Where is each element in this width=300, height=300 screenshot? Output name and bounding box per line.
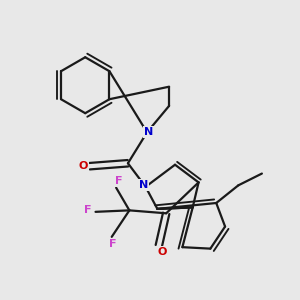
Text: O: O: [157, 247, 167, 257]
Text: F: F: [109, 239, 116, 249]
Text: F: F: [83, 206, 91, 215]
Text: F: F: [115, 176, 122, 186]
Text: N: N: [139, 180, 148, 190]
Text: O: O: [79, 161, 88, 171]
Text: N: N: [144, 127, 153, 137]
